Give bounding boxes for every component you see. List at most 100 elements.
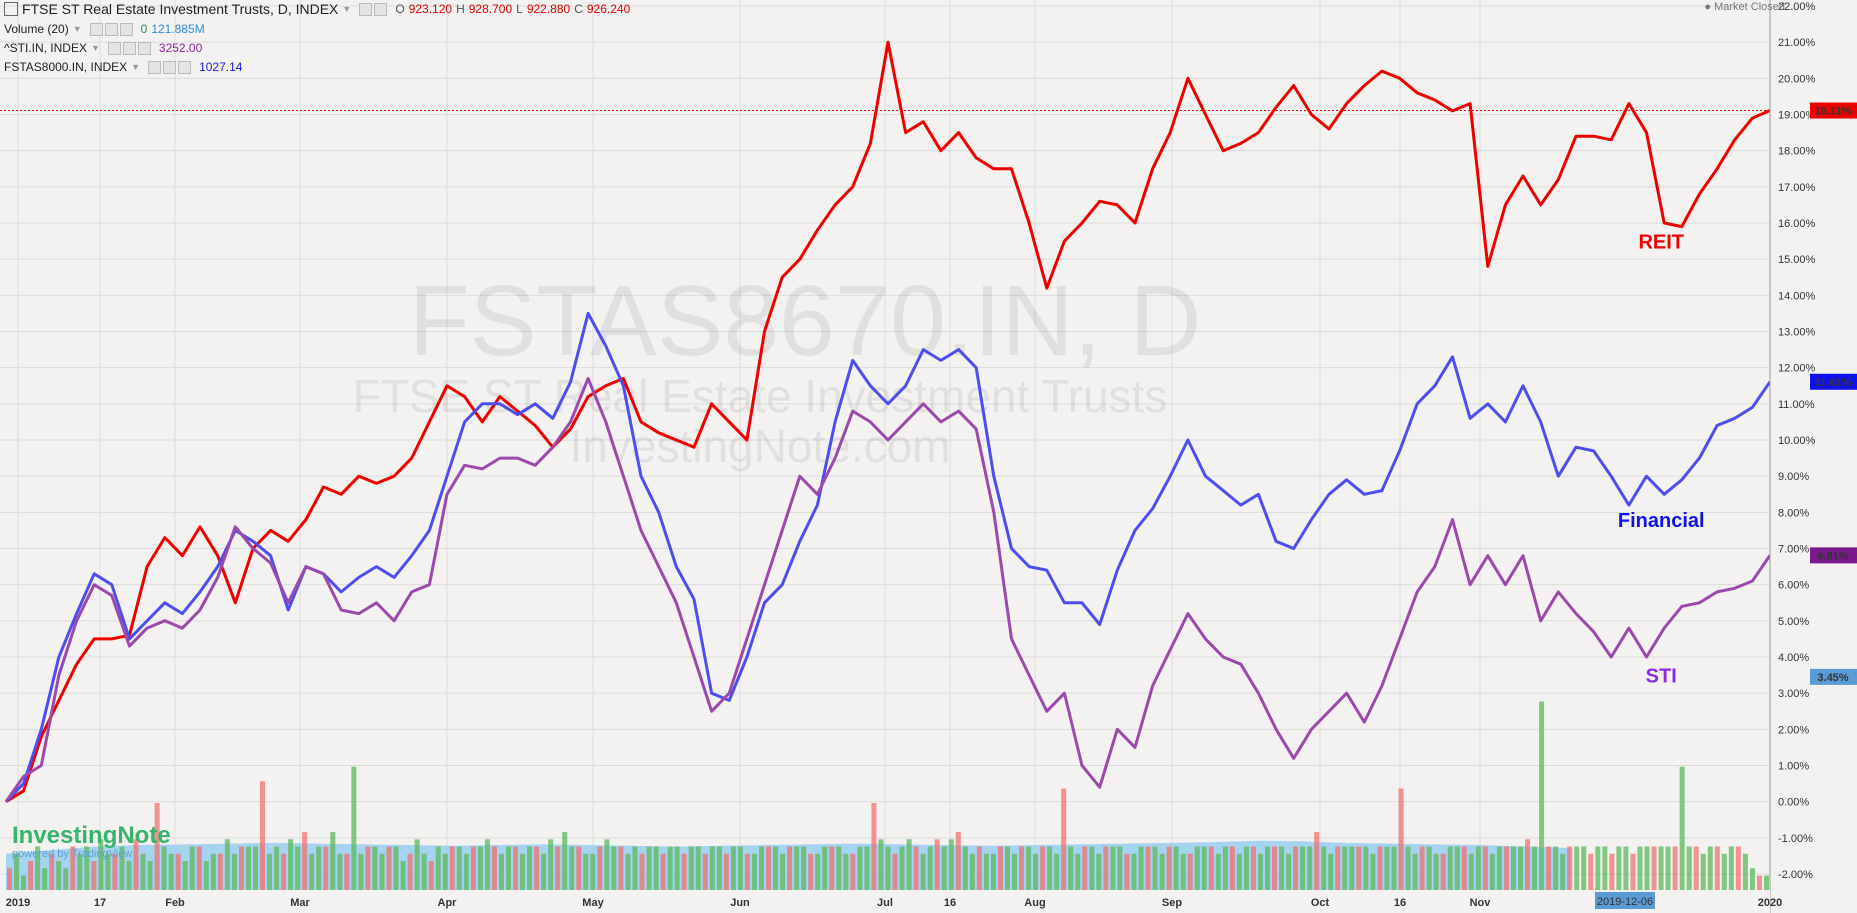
volume-bar xyxy=(1433,853,1439,890)
volume-bar xyxy=(667,846,673,890)
volume-bar xyxy=(428,861,434,890)
y-tick-label: 7.00% xyxy=(1778,544,1809,556)
volume-bar xyxy=(1229,846,1235,890)
volume-bar xyxy=(983,853,989,890)
crosshair-date-badge xyxy=(1595,892,1655,909)
volume-bar xyxy=(611,846,617,890)
series-label-reit: REIT xyxy=(1638,231,1684,253)
x-tick-label: Oct xyxy=(1311,897,1330,909)
volume-bar xyxy=(562,832,568,890)
volume-bar xyxy=(1272,846,1278,890)
sti-value: 3252.00 xyxy=(158,41,203,55)
eye-icon[interactable] xyxy=(89,22,103,36)
settings-icon[interactable] xyxy=(122,41,136,55)
volume-bar xyxy=(1468,853,1474,890)
financial-label: FSTAS8000.IN, INDEX xyxy=(4,60,128,74)
volume-bar xyxy=(1714,846,1720,890)
chevron-down-icon[interactable]: ▼ xyxy=(90,43,100,53)
volume-bar xyxy=(1763,875,1769,890)
volume-bar xyxy=(1257,853,1263,890)
volume-bar xyxy=(456,846,462,890)
volume-bar xyxy=(513,846,519,890)
settings-icon[interactable] xyxy=(104,22,118,36)
volume-bar xyxy=(1019,846,1025,890)
volume-bar xyxy=(1405,846,1411,890)
value-badge xyxy=(1810,547,1857,564)
volume-bar xyxy=(1525,839,1531,890)
volume-bar xyxy=(751,853,757,890)
volume-bar xyxy=(1110,846,1116,890)
series-label-financial: Financial xyxy=(1618,510,1705,532)
volume-bar xyxy=(1321,846,1327,890)
volume-bar xyxy=(133,839,139,890)
volume-bar xyxy=(1735,846,1741,890)
chevron-down-icon[interactable]: ▼ xyxy=(131,62,141,72)
volume-bar xyxy=(414,839,420,890)
y-tick-label: 21.00% xyxy=(1778,37,1816,49)
volume-bar xyxy=(702,853,708,890)
volume-bar xyxy=(1089,846,1095,890)
volume-bar xyxy=(618,846,624,890)
volume-bar xyxy=(1047,846,1053,890)
eye-icon[interactable] xyxy=(359,2,373,16)
volume-bar xyxy=(1082,846,1088,890)
close-icon[interactable] xyxy=(178,60,192,74)
volume-bar xyxy=(527,846,533,890)
volume-bar xyxy=(1349,846,1355,890)
legend-sti[interactable]: ^STI.IN, INDEX ▼ 3252.00 xyxy=(4,41,202,55)
volume-bar xyxy=(189,846,195,890)
volume-bar xyxy=(1700,853,1706,890)
legend-volume[interactable]: Volume (20) ▼ 0 121.885M xyxy=(4,22,205,36)
x-tick-label: 17 xyxy=(94,897,106,909)
value-badge xyxy=(1810,102,1857,119)
volume-bar xyxy=(35,846,41,890)
volume-bar xyxy=(688,846,694,890)
volume-bar xyxy=(175,853,181,890)
volume-bar xyxy=(372,846,378,890)
volume-bar xyxy=(1595,846,1601,890)
volume-bar xyxy=(590,853,596,890)
volume-bar xyxy=(1567,846,1573,890)
chart-title: FTSE ST Real Estate Investment Trusts, D… xyxy=(22,1,339,17)
y-tick-label: 3.00% xyxy=(1778,688,1809,700)
close-icon[interactable] xyxy=(119,22,133,36)
volume-bar xyxy=(1742,853,1748,890)
volume-bar xyxy=(302,832,308,890)
volume-bar xyxy=(477,846,483,890)
volume-bar xyxy=(653,846,659,890)
volume-bar xyxy=(1707,846,1713,890)
y-tick-label: 5.00% xyxy=(1778,616,1809,628)
logo-sub: powered by TradingView xyxy=(12,848,133,860)
volume-bar xyxy=(892,853,898,890)
chevron-down-icon[interactable]: ▼ xyxy=(72,24,82,34)
volume-bar xyxy=(1749,868,1755,890)
chevron-down-icon[interactable]: ▼ xyxy=(342,4,352,14)
financial-value: 1027.14 xyxy=(199,60,243,74)
settings-icon[interactable] xyxy=(163,60,177,74)
legend-main[interactable]: FTSE ST Real Estate Investment Trusts, D… xyxy=(4,1,630,17)
volume-bar xyxy=(365,846,371,890)
eye-icon[interactable] xyxy=(107,41,121,55)
x-tick-label: Apr xyxy=(438,897,458,909)
volume-bar xyxy=(1363,846,1369,890)
volume-bar xyxy=(737,846,743,890)
volume-bar xyxy=(1054,853,1060,890)
x-tick-label: Jul xyxy=(877,897,893,909)
volume-bar xyxy=(1033,853,1039,890)
close-icon[interactable] xyxy=(137,41,151,55)
volume-bar xyxy=(1517,846,1524,890)
eye-icon[interactable] xyxy=(148,60,162,74)
y-tick-label: 14.00% xyxy=(1778,290,1816,302)
ohlc-high-key: H xyxy=(456,2,465,16)
settings-icon[interactable] xyxy=(374,2,388,16)
x-tick-label: May xyxy=(582,897,604,909)
volume-bar xyxy=(379,853,385,890)
y-tick-label: 12.00% xyxy=(1778,363,1816,375)
legend-financial[interactable]: FSTAS8000.IN, INDEX ▼ 1027.14 xyxy=(4,60,242,74)
volume-bar xyxy=(1026,846,1032,890)
volume-bar xyxy=(520,853,526,890)
x-axis: 2019 17 Feb Mar Apr May Jun Jul 16 Aug Sep Oct 16 Nov… xyxy=(0,890,1782,913)
volume-bar xyxy=(42,868,48,890)
volume-bar xyxy=(1307,846,1313,890)
